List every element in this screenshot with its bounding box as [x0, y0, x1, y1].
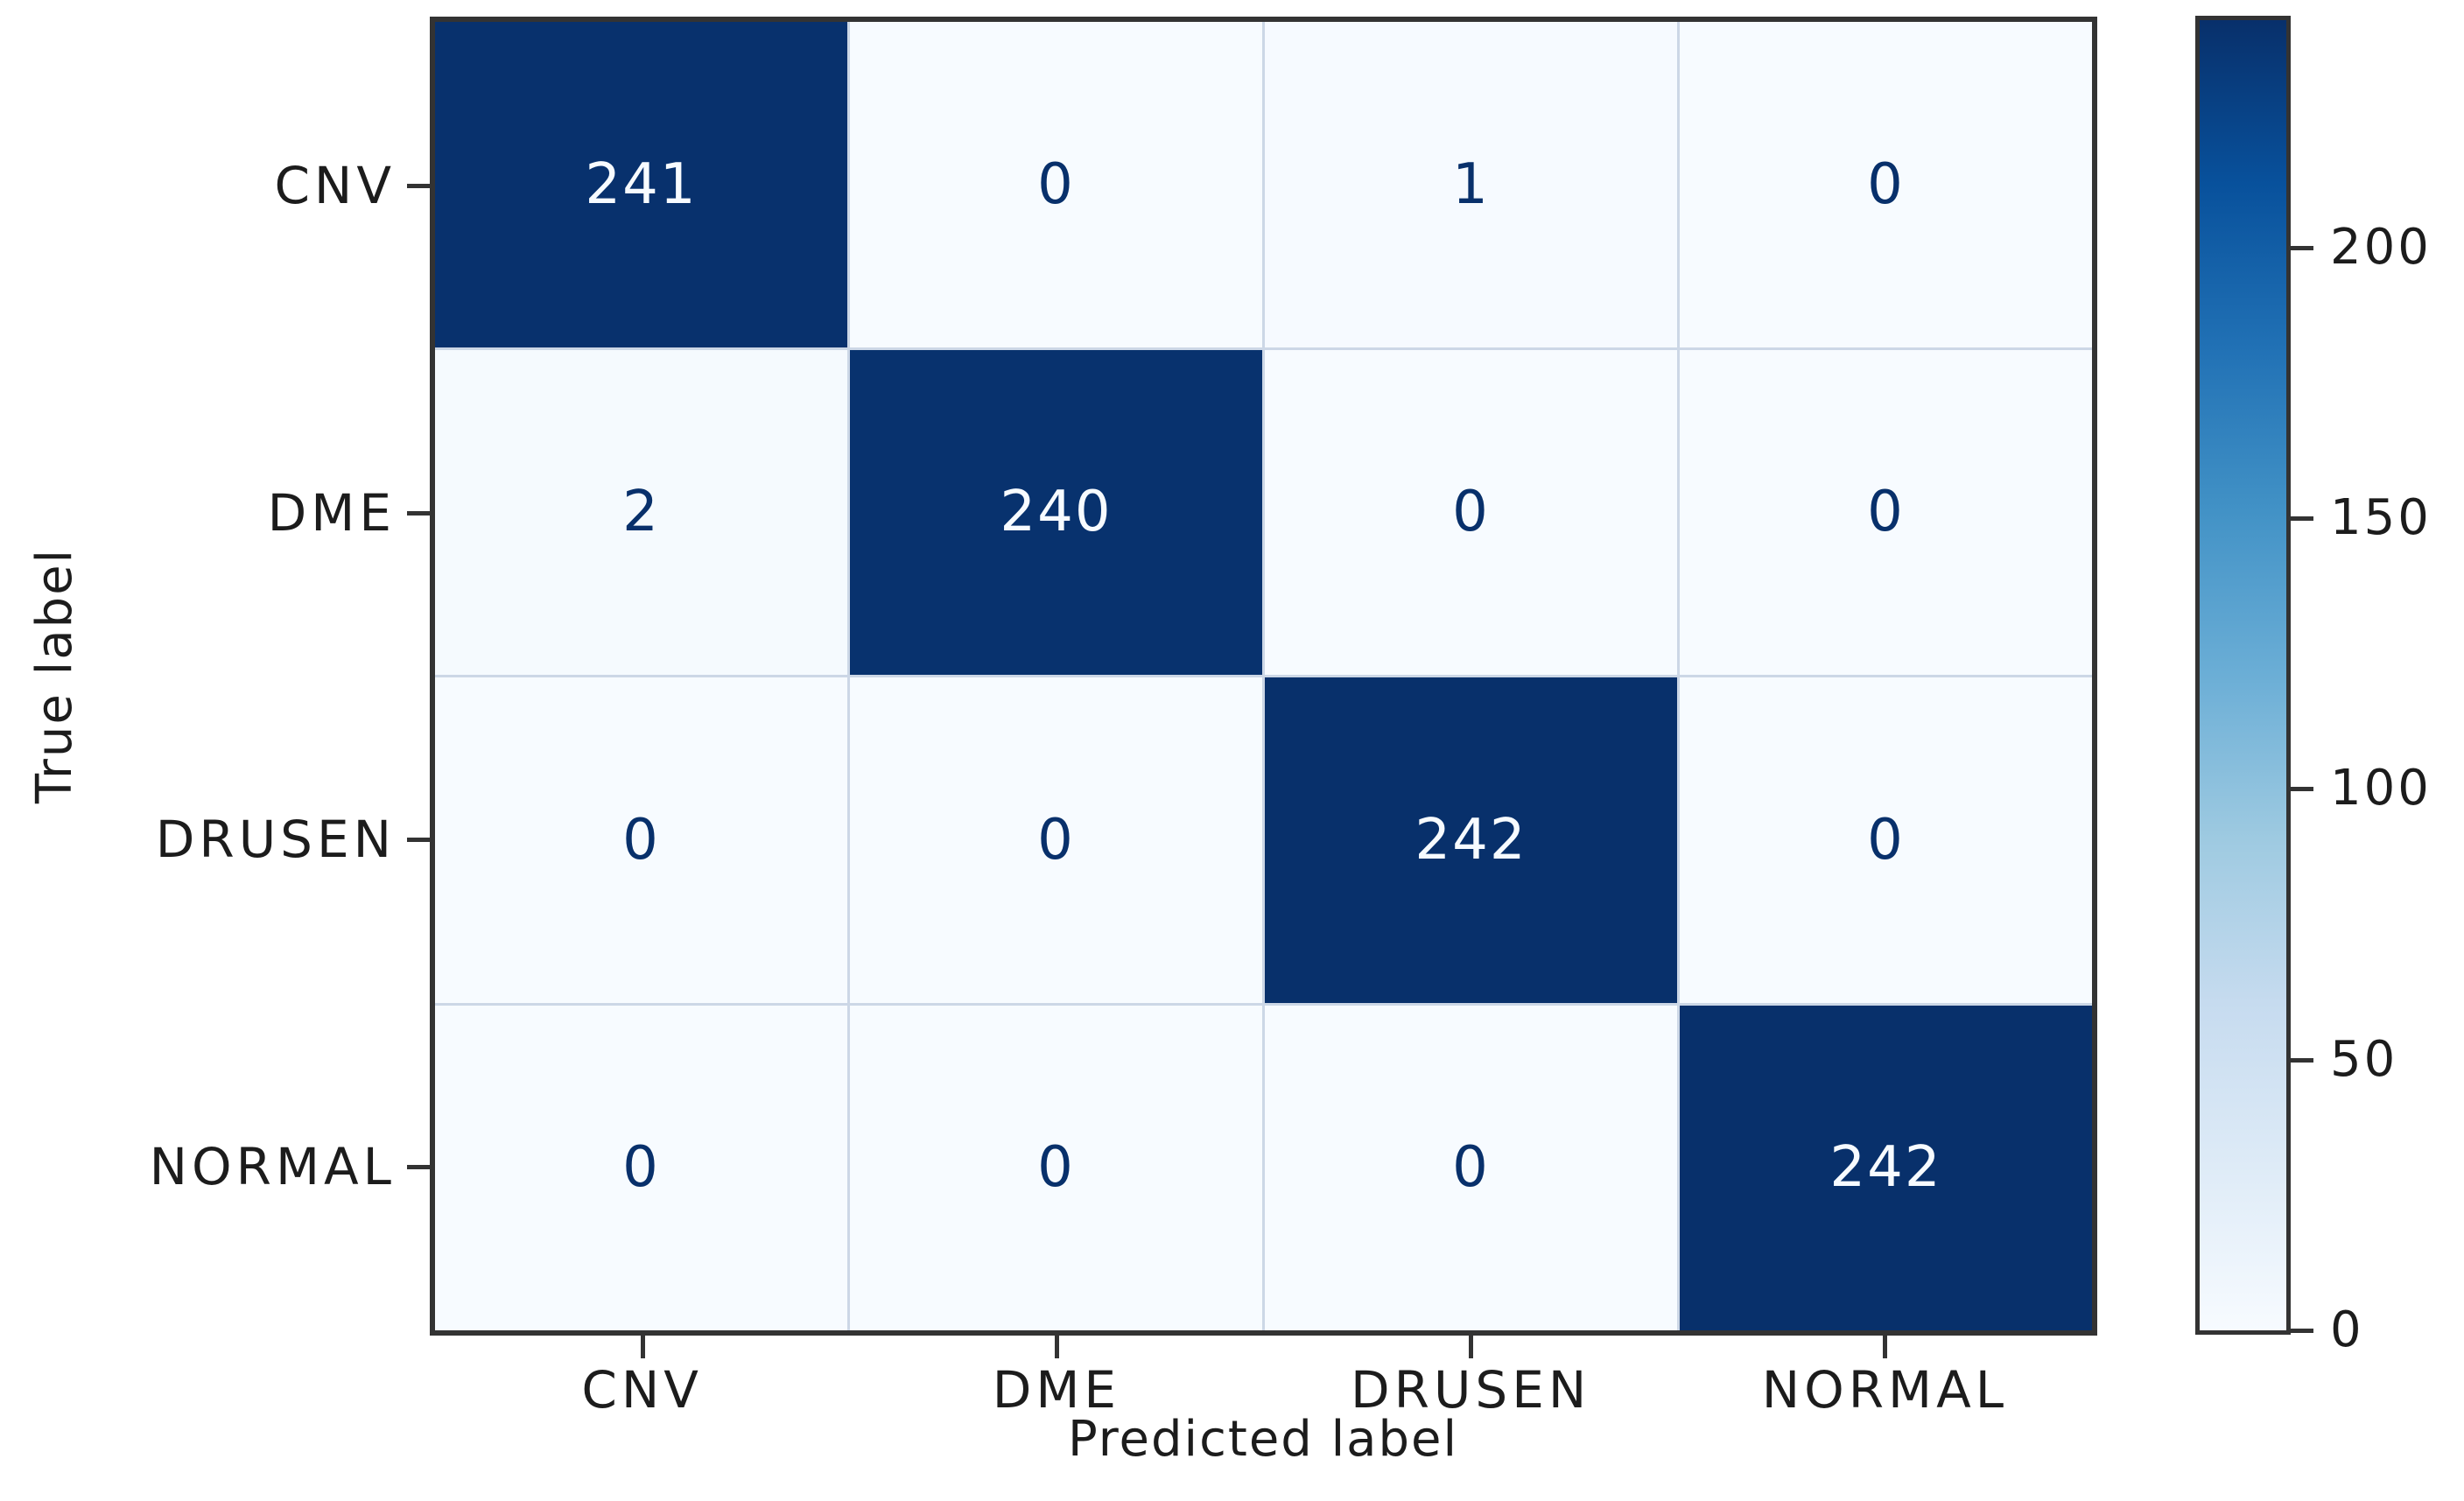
colorbar-tick: [2291, 516, 2313, 522]
matrix-cell-value: 0: [1037, 151, 1075, 217]
colorbar-tick: [2291, 1329, 2313, 1333]
x-tick: [1883, 1336, 1888, 1358]
matrix-cell: 0: [435, 677, 847, 1003]
colorbar-tick-label: 200: [2330, 218, 2432, 276]
colorbar-tick-label: 100: [2330, 760, 2432, 817]
matrix-cell: 0: [850, 1005, 1262, 1330]
matrix-cell: 242: [1680, 1005, 2092, 1330]
matrix-cell-value: 242: [1829, 1135, 1942, 1201]
x-tick-label: DME: [992, 1360, 1121, 1420]
matrix-cell-value: 1: [1452, 151, 1490, 217]
matrix-cell-value: 0: [1452, 1135, 1490, 1201]
matrix-cell-value: 0: [1452, 480, 1490, 545]
matrix-cell-value: 0: [1867, 480, 1905, 545]
matrix-cell: 0: [850, 677, 1262, 1003]
y-tick-label: NORMAL: [149, 1137, 396, 1197]
matrix-cell: 0: [1265, 1005, 1677, 1330]
matrix-cell: 0: [850, 22, 1262, 347]
x-tick: [1469, 1336, 1474, 1358]
matrix-cell: 0: [1680, 349, 2092, 675]
colorbar: [2195, 16, 2291, 1335]
colorbar-tick-label: 0: [2330, 1301, 2364, 1358]
y-tick-label: DRUSEN: [155, 810, 396, 870]
colorbar-tick: [2291, 787, 2313, 792]
matrix-cell: 0: [1680, 22, 2092, 347]
heatmap-grid: 241 0 1 0 2 240 0 0 0 0 242 0 0 0 0 242: [430, 17, 2097, 1336]
matrix-cell: 240: [850, 349, 1262, 675]
colorbar-tick: [2291, 1057, 2313, 1063]
y-tick-label: CNV: [274, 155, 396, 215]
x-tick: [640, 1336, 645, 1358]
y-tick: [407, 183, 430, 188]
matrix-cell: 1: [1265, 22, 1677, 347]
y-tick: [407, 510, 430, 516]
x-tick-label: CNV: [581, 1360, 703, 1420]
y-tick-label: DME: [267, 482, 396, 543]
x-tick-label: DRUSEN: [1350, 1360, 1591, 1420]
colorbar-tick: [2291, 245, 2313, 250]
x-tick-label: NORMAL: [1761, 1360, 2009, 1420]
colorbar-tick-label: 150: [2330, 489, 2432, 547]
matrix-cell: 242: [1265, 677, 1677, 1003]
matrix-cell-value: 0: [1867, 151, 1905, 217]
matrix-cell: 241: [435, 22, 847, 347]
matrix-cell-value: 0: [1867, 807, 1905, 873]
matrix-cell: 0: [1265, 349, 1677, 675]
matrix-cell-value: 0: [622, 1135, 660, 1201]
matrix-cell-value: 241: [585, 151, 698, 217]
matrix-cell-value: 0: [1037, 807, 1075, 873]
matrix-cell-value: 0: [622, 807, 660, 873]
x-tick: [1054, 1336, 1059, 1358]
matrix-cell-value: 240: [1000, 480, 1113, 545]
matrix-cell: 0: [435, 1005, 847, 1330]
matrix-cell: 2: [435, 349, 847, 675]
y-tick: [407, 838, 430, 843]
matrix-cell-value: 242: [1415, 807, 1527, 873]
colorbar-tick-label: 50: [2330, 1030, 2398, 1088]
x-axis-label: Predicted label: [1067, 1411, 1459, 1468]
matrix-cell-value: 2: [622, 480, 660, 545]
y-tick: [407, 1165, 430, 1170]
matrix-cell: 0: [1680, 677, 2092, 1003]
matrix-cell-value: 0: [1037, 1135, 1075, 1201]
